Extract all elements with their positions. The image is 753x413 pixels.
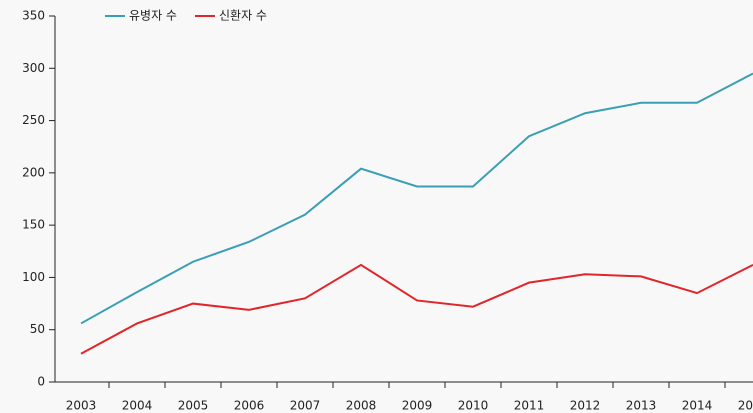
legend-label: 신환자 수 bbox=[219, 9, 267, 23]
x-tick-label: 2004 bbox=[122, 399, 153, 413]
x-tick-label: 2010 bbox=[458, 399, 489, 413]
series-line bbox=[80, 72, 753, 325]
y-tick-label: 50 bbox=[30, 322, 45, 336]
x-tick-label: 2005 bbox=[178, 399, 209, 413]
x-tick-label: 2013 bbox=[626, 399, 657, 413]
y-tick-label: 300 bbox=[22, 61, 45, 75]
x-tick-label: 2012 bbox=[570, 399, 601, 413]
x-tick-label: 2003 bbox=[66, 399, 97, 413]
y-tick-label: 250 bbox=[22, 113, 45, 127]
y-tick-label: 0 bbox=[37, 375, 45, 389]
legend-label: 유병자 수 bbox=[129, 9, 177, 23]
x-tick-label: 2009 bbox=[402, 399, 433, 413]
x-tick-label: 2008 bbox=[346, 399, 377, 413]
y-tick-label: 350 bbox=[22, 9, 45, 23]
y-tick-label: 200 bbox=[22, 165, 45, 179]
x-tick-label: 2007 bbox=[290, 399, 321, 413]
x-tick-label: 2006 bbox=[234, 399, 265, 413]
x-tick-label: 2011 bbox=[514, 399, 545, 413]
x-tick-label: 2014 bbox=[682, 399, 713, 413]
x-tick-label: 2015 bbox=[738, 399, 753, 413]
y-tick-label: 150 bbox=[22, 218, 45, 232]
y-tick-label: 100 bbox=[22, 270, 45, 284]
series-line bbox=[80, 263, 753, 355]
